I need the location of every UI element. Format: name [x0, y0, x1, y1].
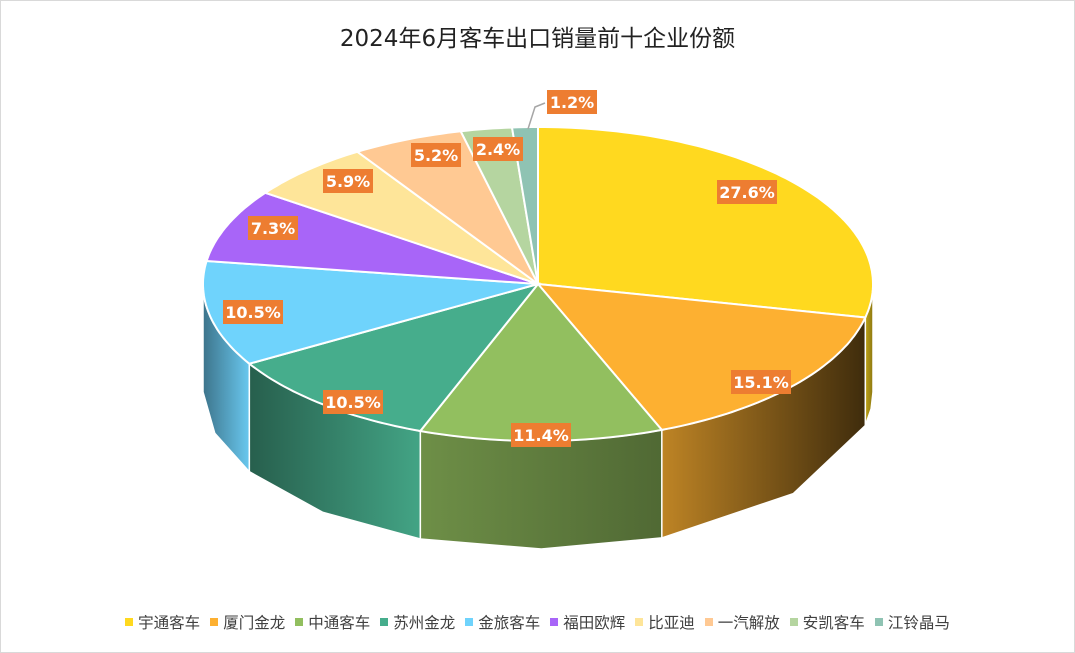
legend-label: 金旅客车: [478, 614, 541, 632]
legend-label: 苏州金龙: [393, 614, 456, 632]
data-label-box-3: [323, 390, 383, 414]
legend-label: 江铃晶马: [887, 614, 950, 632]
data-label-7: 5.2%: [414, 146, 458, 165]
pie-slice-7[interactable]: [355, 130, 539, 285]
legend-swatch: [635, 618, 644, 626]
data-label-box-4: [223, 300, 283, 324]
legend-swatch: [704, 618, 713, 626]
leader-line: [527, 102, 546, 130]
pie-slice-5[interactable]: [205, 191, 539, 285]
pie-slice-0[interactable]: [537, 126, 874, 319]
legend-label: 安凯客车: [802, 614, 865, 632]
data-label-9: 1.2%: [550, 93, 594, 112]
legend: 宇通客车 厦门金龙 中通客车 苏州金龙 金旅客车 福田欧辉 比亚迪 一汽解放 安凯客车 江铃晶马: [1, 611, 1074, 633]
pie-slice-3[interactable]: [247, 282, 541, 433]
data-label-2: 11.4%: [513, 426, 569, 445]
legend-label: 中通客车: [308, 614, 371, 632]
legend-swatch: [210, 618, 219, 626]
legend-item-1[interactable]: 厦门金龙: [210, 611, 285, 633]
legend-swatch: [125, 618, 134, 626]
legend-swatch: [380, 618, 389, 626]
pie-slice-4[interactable]: [202, 259, 539, 365]
data-label-4: 10.5%: [225, 303, 281, 322]
legend-swatch: [874, 618, 883, 626]
pie-slice-1[interactable]: [535, 282, 867, 431]
data-label-box-0: [717, 180, 777, 204]
data-label-box-2: [511, 423, 571, 447]
pie-slice-8[interactable]: [459, 126, 539, 285]
data-label-0: 27.6%: [719, 183, 775, 202]
legend-label: 宇通客车: [138, 614, 201, 632]
legend-item-6[interactable]: 比亚迪: [635, 611, 695, 633]
pie-side-2: [419, 429, 663, 550]
data-label-box-1: [731, 370, 791, 394]
legend-item-8[interactable]: 安凯客车: [789, 611, 865, 633]
pie-chart: 27.6% 15.1% 11.4% 10.5% 10.5% 7.3% 5.9% 5.2% 2.4…: [202, 90, 874, 550]
legend-item-7[interactable]: 一汽解放: [704, 611, 780, 633]
data-label-5: 7.3%: [251, 219, 295, 238]
legend-swatch: [465, 618, 474, 626]
data-label-1: 15.1%: [733, 373, 789, 392]
data-label-3: 10.5%: [325, 393, 381, 412]
legend-item-2[interactable]: 中通客车: [295, 611, 370, 633]
legend-label: 比亚迪: [648, 614, 695, 632]
chart-title: 2024年6月客车出口销量前十企业份额: [339, 26, 736, 52]
legend-item-5[interactable]: 福田欧辉: [550, 611, 625, 633]
legend-swatch: [295, 618, 304, 626]
legend-label: 厦门金龙: [223, 614, 286, 632]
pie-slice-9[interactable]: [510, 126, 539, 285]
legend-item-9[interactable]: 江铃晶马: [874, 611, 950, 633]
data-label-8: 2.4%: [476, 140, 520, 159]
data-label-box-8: [473, 137, 523, 161]
legend-item-0[interactable]: 宇通客车: [125, 611, 200, 633]
legend-swatch: [550, 618, 559, 626]
data-label-box-6: [323, 169, 373, 193]
legend-swatch: [789, 618, 798, 626]
legend-item-4[interactable]: 金旅客车: [465, 611, 540, 633]
legend-label: 福田欧辉: [563, 614, 626, 632]
legend-item-3[interactable]: 苏州金龙: [380, 611, 455, 633]
legend-label: 一汽解放: [717, 614, 780, 632]
data-label-box-5: [248, 216, 298, 240]
data-label-box-9: [547, 90, 597, 114]
data-label-6: 5.9%: [326, 172, 370, 191]
data-label-box-7: [411, 143, 461, 167]
